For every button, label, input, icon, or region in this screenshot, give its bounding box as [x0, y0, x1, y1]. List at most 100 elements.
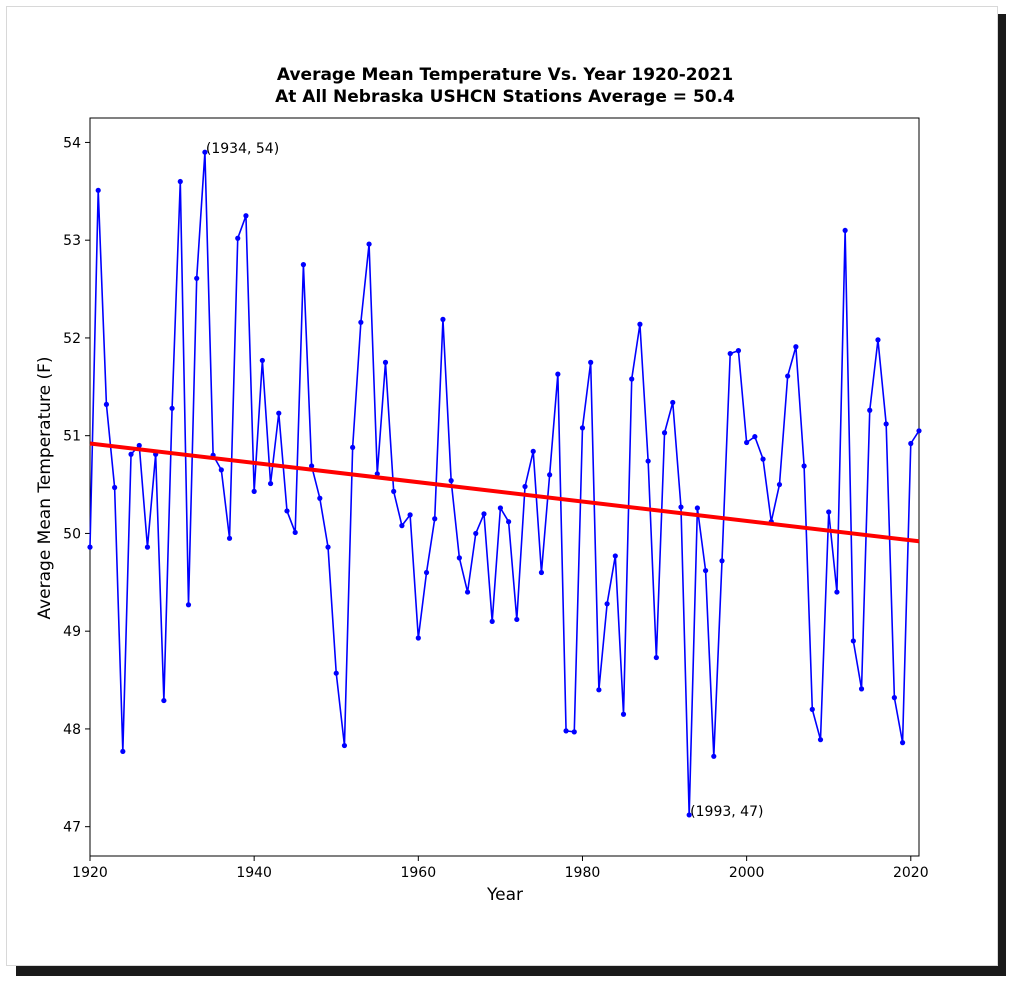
- x-tick-label: 1920: [72, 865, 108, 881]
- data-point: [341, 742, 348, 749]
- plot-frame: [89, 117, 920, 857]
- data-point: [440, 316, 446, 322]
- data-point: [637, 321, 643, 327]
- data-point: [185, 602, 192, 608]
- data-point: [530, 448, 536, 454]
- data-point: [727, 350, 733, 357]
- x-tick-label: 2020: [893, 865, 929, 881]
- data-point: [391, 488, 397, 494]
- plot-area: 1920 1940 1960 1980 2000 2020 47 48 49 50 51 52 53 54…: [63, 117, 929, 881]
- data-point: [194, 275, 200, 281]
- temperature-series-line: [89, 151, 920, 816]
- data-point: [284, 508, 290, 514]
- data-point: [218, 467, 224, 473]
- data-point: [826, 509, 832, 515]
- y-tick-label: 47: [63, 820, 81, 836]
- data-point: [694, 505, 700, 511]
- data-point: [423, 569, 430, 576]
- data-point: [267, 480, 274, 487]
- chart-subtitle: At All Nebraska USHCN Stations Average =…: [275, 87, 735, 107]
- x-tick-label: 1940: [236, 865, 272, 881]
- y-tick-label: 51: [63, 429, 81, 445]
- data-point: [120, 748, 126, 755]
- data-point: [858, 686, 865, 692]
- x-tick-label: 1980: [565, 865, 601, 881]
- data-point: [144, 544, 151, 550]
- data-point: [259, 357, 265, 364]
- data-point: [415, 635, 421, 641]
- y-axis-label: Average Mean Temperature (F): [35, 356, 55, 619]
- data-point: [908, 440, 914, 447]
- data-point: [620, 711, 627, 717]
- data-point: [612, 553, 618, 559]
- data-point: [464, 589, 471, 595]
- data-point: [235, 235, 241, 241]
- y-tick-label: 52: [63, 331, 81, 347]
- data-point: [579, 425, 586, 431]
- x-tick-label: 2000: [729, 865, 765, 881]
- data-point: [177, 178, 183, 185]
- data-point: [883, 421, 889, 427]
- data-point: [563, 728, 569, 734]
- y-tick-label: 49: [63, 624, 81, 640]
- data-point: [489, 618, 495, 625]
- data-point: [358, 319, 364, 325]
- data-point: [202, 149, 208, 155]
- data-point: [867, 407, 873, 413]
- data-point: [514, 616, 520, 623]
- data-point: [678, 504, 684, 510]
- data-point: [382, 359, 389, 365]
- data-point: [817, 737, 824, 743]
- data-point: [251, 488, 257, 494]
- data-point: [497, 505, 503, 511]
- data-point: [834, 589, 840, 595]
- data-point: [538, 569, 545, 576]
- data-point: [325, 544, 331, 550]
- data-point: [588, 359, 594, 365]
- data-point: [850, 638, 856, 644]
- data-point: [661, 430, 668, 436]
- data-point: [555, 371, 561, 377]
- data-point: [169, 405, 175, 411]
- data-point: [309, 463, 315, 469]
- data-point: [481, 511, 487, 517]
- data-point: [801, 463, 807, 469]
- data-point: [103, 401, 110, 408]
- data-point: [366, 241, 372, 247]
- data-point: [522, 483, 528, 490]
- data-point: [243, 213, 249, 219]
- data-point: [752, 434, 758, 440]
- y-tick-label: 50: [63, 526, 81, 542]
- data-point: [899, 740, 906, 746]
- data-point: [136, 442, 142, 449]
- data-point: [596, 687, 602, 693]
- y-tick-label: 53: [63, 233, 81, 249]
- data-point: [374, 471, 380, 477]
- data-point: [711, 753, 717, 759]
- data-point: [842, 227, 848, 234]
- data-point: [744, 439, 750, 446]
- data-point: [702, 567, 709, 574]
- data-point: [292, 529, 298, 536]
- data-point: [571, 729, 577, 735]
- data-point: [776, 481, 783, 488]
- point-annotation: (1993, 47): [690, 804, 763, 820]
- y-tick-label: 54: [63, 135, 81, 151]
- data-point: [399, 523, 405, 529]
- data-point: [432, 516, 438, 522]
- data-point: [112, 484, 118, 491]
- trend-line: [89, 441, 920, 544]
- point-annotation: (1934, 54): [206, 141, 279, 157]
- data-point: [785, 373, 791, 379]
- data-point: [547, 472, 553, 478]
- data-point: [128, 451, 134, 457]
- data-point: [448, 478, 454, 484]
- data-point: [95, 187, 101, 193]
- data-point: [350, 444, 356, 451]
- data-point: [645, 458, 651, 464]
- data-point: [719, 558, 725, 564]
- data-point: [333, 670, 339, 676]
- data-point: [473, 530, 479, 537]
- data-point: [456, 555, 462, 561]
